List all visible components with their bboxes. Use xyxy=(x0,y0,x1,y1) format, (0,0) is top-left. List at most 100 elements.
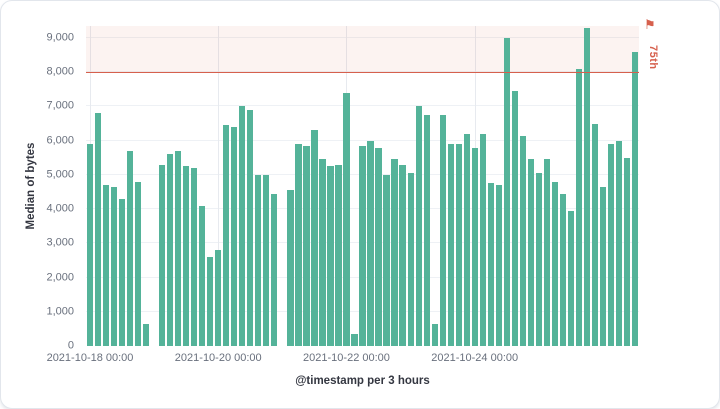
y-tick-label: 9,000 xyxy=(46,31,74,44)
bar[interactable] xyxy=(615,140,623,346)
y-tick-label: 6,000 xyxy=(46,134,74,147)
bar[interactable] xyxy=(191,168,198,346)
bar[interactable] xyxy=(511,91,518,346)
bar[interactable] xyxy=(495,185,502,346)
x-axis-ticks: 2021-10-18 00:00 2021-10-20 00:00 2021-10-… xyxy=(47,352,639,366)
bar[interactable] xyxy=(439,114,446,346)
bar[interactable] xyxy=(215,250,222,346)
bar[interactable] xyxy=(447,144,454,346)
bars-layer xyxy=(86,26,639,346)
bar[interactable] xyxy=(479,133,486,346)
bar[interactable] xyxy=(287,190,294,346)
bar-slot xyxy=(487,26,495,346)
bar[interactable] xyxy=(167,154,174,346)
bar[interactable] xyxy=(247,109,254,346)
bar[interactable] xyxy=(118,198,126,346)
x-axis-title: @timestamp per 3 hours xyxy=(295,375,430,387)
bar[interactable] xyxy=(471,147,478,346)
bar[interactable] xyxy=(183,166,190,346)
bar[interactable] xyxy=(343,92,350,346)
bar[interactable] xyxy=(535,173,542,346)
bar-slot xyxy=(270,26,278,346)
bar[interactable] xyxy=(487,183,494,346)
bar-slot xyxy=(455,26,463,346)
bar-slot xyxy=(182,26,190,346)
bar[interactable] xyxy=(110,186,118,346)
bar[interactable] xyxy=(223,125,230,346)
bar[interactable] xyxy=(407,173,414,346)
bar-slot xyxy=(351,26,359,346)
bar[interactable] xyxy=(423,114,430,346)
bar-slot xyxy=(519,26,527,346)
bar[interactable] xyxy=(327,166,334,346)
y-tick-label: 8,000 xyxy=(46,65,74,78)
bar-slot xyxy=(94,26,102,346)
bar[interactable] xyxy=(94,113,102,346)
bar[interactable] xyxy=(543,159,551,346)
bar[interactable] xyxy=(255,174,262,346)
bar[interactable] xyxy=(159,164,166,346)
bar[interactable] xyxy=(367,140,374,346)
bar[interactable] xyxy=(431,323,438,346)
bar-slot xyxy=(431,26,439,346)
bar[interactable] xyxy=(199,205,206,346)
bar-slot xyxy=(246,26,254,346)
bar[interactable] xyxy=(126,150,134,346)
bar-slot xyxy=(310,26,318,346)
x-tick-label: 2021-10-20 00:00 xyxy=(174,352,262,364)
bar[interactable] xyxy=(295,144,302,346)
bar[interactable] xyxy=(359,145,366,346)
bar[interactable] xyxy=(303,145,310,346)
bar[interactable] xyxy=(134,181,142,346)
bar-slot xyxy=(407,26,415,346)
bar-slot xyxy=(559,26,567,346)
bar[interactable] xyxy=(567,210,575,346)
bar[interactable] xyxy=(631,51,639,346)
bar[interactable] xyxy=(583,27,591,346)
bar-slot xyxy=(623,26,631,346)
bar[interactable] xyxy=(559,193,567,346)
bar-slot xyxy=(142,26,150,346)
bar-slot xyxy=(415,26,423,346)
x-tick-label: 2021-10-18 00:00 xyxy=(46,352,134,364)
bar[interactable] xyxy=(391,159,398,346)
bar[interactable] xyxy=(527,159,534,346)
bar[interactable] xyxy=(415,106,422,346)
bar[interactable] xyxy=(102,185,110,346)
bar[interactable] xyxy=(551,181,559,346)
bar[interactable] xyxy=(263,174,270,346)
bar[interactable] xyxy=(175,150,182,346)
y-tick-label: 7,000 xyxy=(46,99,74,112)
bar[interactable] xyxy=(503,37,510,346)
bar-slot xyxy=(302,26,310,346)
bar[interactable] xyxy=(311,130,318,346)
bar[interactable] xyxy=(575,68,583,346)
bar[interactable] xyxy=(86,144,94,346)
bar[interactable] xyxy=(231,126,238,346)
bar[interactable] xyxy=(519,135,526,346)
bar[interactable] xyxy=(335,164,342,346)
bar[interactable] xyxy=(599,186,607,346)
bar-slot xyxy=(318,26,326,346)
bar[interactable] xyxy=(271,193,278,346)
bar[interactable] xyxy=(383,174,390,346)
bar[interactable] xyxy=(207,257,214,346)
bar-slot xyxy=(343,26,351,346)
bar[interactable] xyxy=(375,147,382,346)
bar-slot xyxy=(150,26,158,346)
bar[interactable] xyxy=(455,144,462,346)
bar-slot xyxy=(591,26,599,346)
h-gridline xyxy=(86,71,639,73)
bar[interactable] xyxy=(399,164,406,346)
bar-slot xyxy=(495,26,503,346)
bar[interactable] xyxy=(591,123,599,346)
bar-slot xyxy=(174,26,182,346)
bar[interactable] xyxy=(142,323,150,346)
bar[interactable] xyxy=(239,106,246,346)
bar[interactable] xyxy=(319,159,326,346)
x-tick-label: 2021-10-24 00:00 xyxy=(431,352,519,364)
bar[interactable] xyxy=(607,144,615,346)
bar[interactable] xyxy=(623,157,631,346)
bar[interactable] xyxy=(351,334,358,346)
bar[interactable] xyxy=(463,133,470,346)
